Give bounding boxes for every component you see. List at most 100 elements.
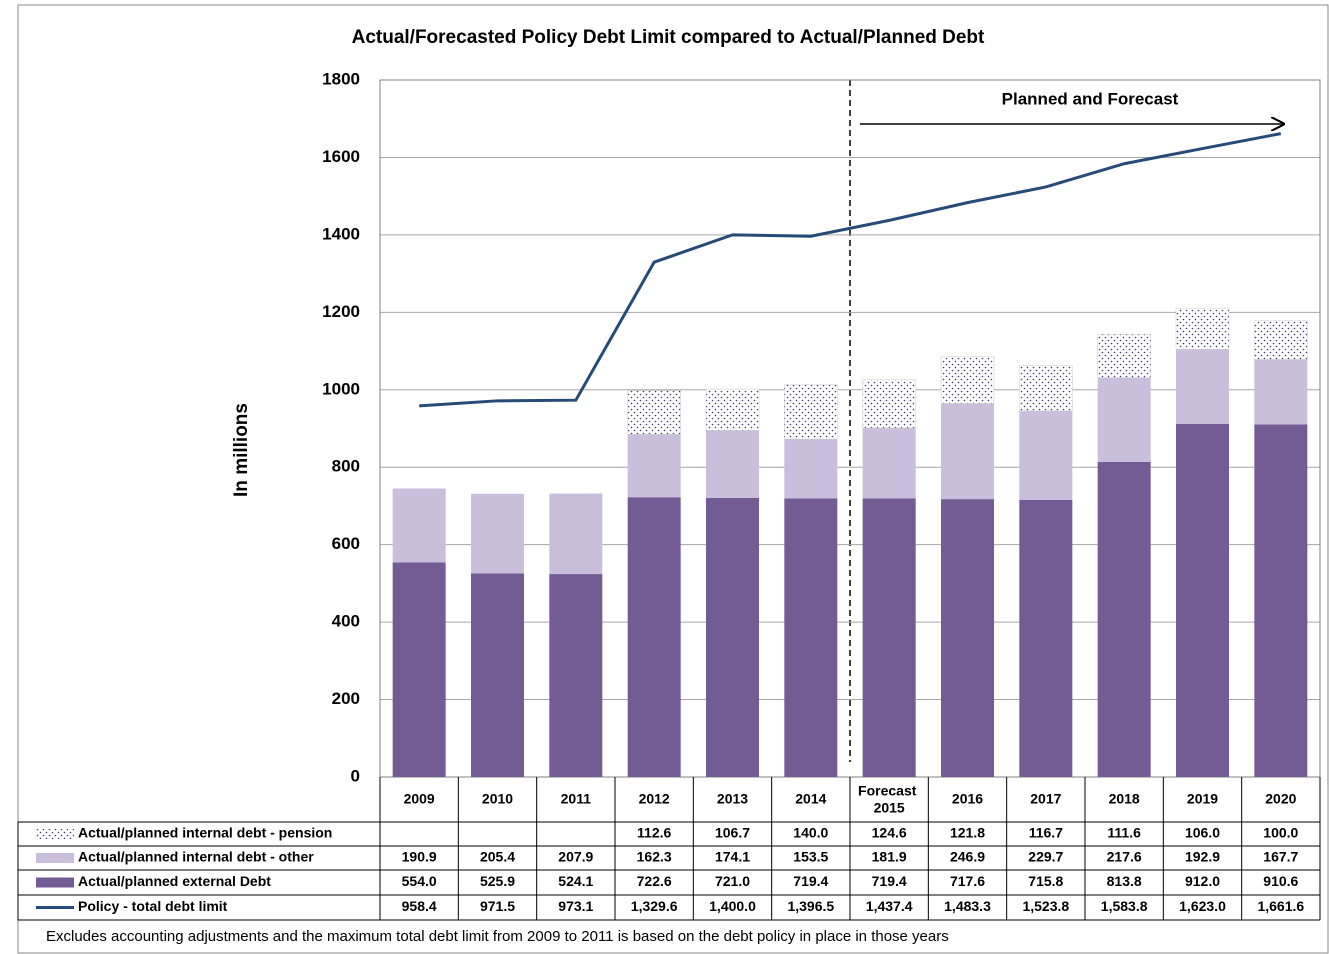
chart-title: Actual/Forecasted Policy Debt Limit comp… [352,27,985,48]
data-label: 719.4 [793,873,828,889]
data-label: 181.9 [872,849,907,865]
bar [784,384,838,440]
data-label: 1,623.0 [1179,898,1226,914]
data-label: 116.7 [1029,825,1063,841]
bar [1097,334,1151,378]
data-label: 958.4 [402,898,437,914]
data-label: 721.0 [715,873,750,889]
bar [1097,377,1151,462]
data-label: 106.7 [715,825,750,841]
bar [627,434,681,498]
data-label: 246.9 [950,849,985,865]
data-label: 1,437.4 [866,898,913,914]
bar [1019,410,1073,500]
bar [784,438,838,499]
category-label: 2011 [561,791,592,807]
data-label: 100.0 [1263,825,1298,841]
bar [1254,320,1308,360]
category-label: Forecast 2015 [858,782,920,815]
footnote: Excludes accounting adjustments and the … [46,928,949,945]
y-tick-label: 0 [351,766,360,785]
legend-label: Actual/planned internal debt - pension [78,825,332,841]
legend-symbol [36,877,74,888]
data-label: 207.9 [558,849,593,865]
y-tick-label: 1600 [322,147,360,166]
y-axis-label: In millions [231,403,252,497]
data-label: 106.0 [1185,825,1220,841]
category-label: 2017 [1030,791,1061,807]
bar [1254,424,1308,777]
data-label: 973.1 [558,898,593,914]
data-label: 910.6 [1263,873,1298,889]
bar [627,497,681,777]
category-label: 2010 [482,791,513,807]
chart-border [17,4,1329,954]
annotation: Planned and Forecast [1002,89,1179,108]
data-label: 153.5 [793,849,828,865]
bar [627,390,681,435]
bar [862,498,916,777]
data-label: 217.6 [1107,849,1142,865]
data-label: 719.4 [872,873,907,889]
bar [1019,499,1073,777]
bar [549,574,603,777]
bar [705,388,760,431]
data-label: 554.0 [402,873,437,889]
category-label: 2020 [1265,791,1296,807]
bar [1176,349,1229,424]
bar [941,403,994,500]
data-label: 192.9 [1185,849,1220,865]
data-label: 190.9 [402,849,437,865]
data-label: 715.8 [1028,873,1063,889]
category-label: 2016 [952,791,983,807]
data-label: 525.9 [480,873,515,889]
bar [1176,423,1229,777]
data-label: 205.4 [480,849,515,865]
bar [862,427,916,499]
data-label: 140.0 [793,825,828,841]
bar [549,493,603,575]
y-tick-label: 800 [332,457,360,476]
data-label: 1,661.6 [1257,898,1304,914]
bar [784,498,838,777]
data-label: 1,396.5 [787,898,834,914]
y-tick-label: 400 [332,612,360,631]
data-label: 813.8 [1107,873,1142,889]
data-label: 124.6 [872,825,907,841]
legend-symbol [36,829,74,839]
data-label: 162.3 [637,849,672,865]
data-label: 717.6 [950,873,985,889]
bar [1097,461,1151,777]
data-label: 112.6 [637,825,671,841]
bar [941,499,994,777]
bar [471,493,524,574]
bar [471,573,524,777]
bar [862,379,916,429]
line [419,132,1282,408]
y-tick-label: 1400 [322,224,360,243]
y-tick-label: 1800 [322,69,360,88]
data-label: 722.6 [637,873,672,889]
data-label: 1,583.8 [1101,898,1148,914]
bar [1254,359,1308,425]
legend-label: Actual/planned internal debt - other [78,849,314,865]
category-label: 2012 [639,791,670,807]
data-label: 167.7 [1263,849,1298,865]
y-tick-label: 600 [332,534,360,553]
category-label: 2019 [1187,791,1218,807]
category-label: 2009 [404,791,435,807]
y-tick-label: 200 [332,689,360,708]
legend-label: Policy - total debt limit [78,898,228,914]
y-tick-label: 1000 [322,379,360,398]
bar [392,488,446,563]
data-label: 229.7 [1028,849,1063,865]
y-tick-label: 1200 [322,302,360,321]
bar [940,356,995,404]
data-label: 174.1 [715,849,750,865]
data-label: 121.8 [950,825,985,841]
data-label: 111.6 [1107,825,1141,841]
data-label: 971.5 [480,898,515,914]
data-label: 1,400.0 [709,898,756,914]
data-label: 1,523.8 [1022,898,1069,914]
